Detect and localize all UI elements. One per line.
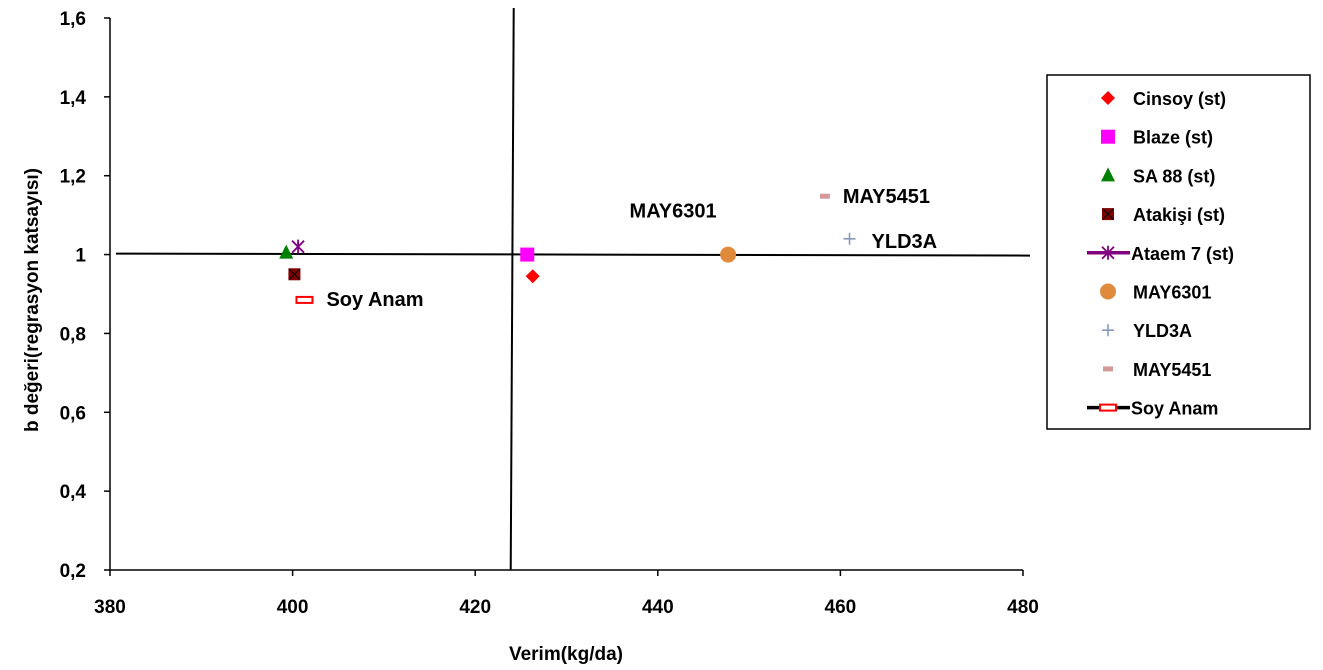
legend-label-yld3a: YLD3A — [1133, 321, 1192, 341]
legend-marker-may6301 — [1100, 283, 1116, 300]
annotations: Soy Anam MAY6301 MAY5451 YLD3A — [326, 186, 937, 311]
legend: Cinsoy (st) Blaze (st) SA 88 (st) Atakişi (… — [1046, 74, 1311, 430]
point-may5451 — [819, 193, 830, 199]
plot-area — [110, 18, 1023, 570]
annotation-label: MAY6301 — [630, 201, 717, 223]
legend-marker-soy-anam — [1099, 403, 1117, 412]
legend-marker-ataki-i-st — [1102, 208, 1114, 221]
legend-label-blaze-st: Blaze (st) — [1133, 128, 1213, 148]
horizontal-reference-line — [115, 252, 1031, 257]
y-tick-label: 0,2 — [60, 561, 86, 582]
legend-label-may6301: MAY6301 — [1133, 283, 1211, 303]
legend-label-sa-88-st: SA 88 (st) — [1133, 166, 1215, 186]
x-axis-ticks: 380 400 420 440 460 480 — [94, 570, 1039, 618]
y-tick-label: 1,4 — [60, 88, 87, 109]
y-tick-label: 1,2 — [60, 167, 86, 188]
y-tick-label: 0,6 — [60, 403, 86, 424]
point-cinsoy-st — [525, 269, 540, 284]
plot-background — [110, 18, 1023, 570]
y-tick-label: 0,8 — [60, 324, 86, 345]
legend-marker-sa-88-st — [1101, 167, 1115, 182]
legend-label-may5451: MAY5451 — [1133, 360, 1211, 380]
x-tick-label: 380 — [94, 597, 126, 618]
point-may6301 — [720, 246, 737, 263]
x-tick-label: 480 — [1007, 597, 1039, 618]
point-ataki-i-st — [288, 268, 301, 281]
annotation-label: YLD3A — [872, 231, 938, 253]
annotation-label: MAY5451 — [843, 186, 930, 208]
point-blaze-st — [520, 247, 535, 262]
y-tick-label: 1 — [75, 246, 86, 267]
vertical-reference-line — [509, 7, 515, 571]
y-tick-label: 1,6 — [60, 9, 86, 30]
x-axis-title: Verim(kg/da) — [509, 644, 623, 665]
legend-marker-blaze-st — [1101, 129, 1115, 144]
legend-marker-ataem-7-st — [1101, 245, 1115, 260]
point-ataem-7-st — [291, 239, 305, 254]
reference-lines — [115, 7, 1031, 571]
x-tick-label: 460 — [825, 597, 857, 618]
legend-marker-yld3a — [1102, 324, 1114, 337]
legend-marker-may5451 — [1103, 366, 1113, 372]
data-points — [279, 193, 856, 304]
y-tick-label: 0,4 — [60, 482, 87, 503]
y-axis-title: b değeri(regrasyon katsayısı) — [22, 168, 43, 432]
x-tick-label: 400 — [277, 597, 309, 618]
legend-label-ataem-7-st: Ataem 7 (st) — [1131, 244, 1234, 264]
point-sa-88-st — [279, 244, 294, 259]
axes — [109, 18, 1023, 571]
point-soy-anam — [295, 295, 314, 304]
x-tick-label: 420 — [459, 597, 491, 618]
legend-marker-cinsoy-st — [1101, 91, 1115, 105]
annotation-label: Soy Anam — [326, 289, 423, 311]
legend-label-soy-anam: Soy Anam — [1131, 399, 1218, 419]
legend-label-ataki-i-st: Atakişi (st) — [1133, 205, 1225, 225]
y-axis-ticks: 0,2 0,4 0,6 0,8 1 1,2 1,4 1,6 — [60, 9, 110, 582]
point-yld3a — [843, 232, 856, 245]
x-tick-label: 440 — [642, 597, 674, 618]
legend-label-cinsoy-st: Cinsoy (st) — [1133, 89, 1226, 109]
